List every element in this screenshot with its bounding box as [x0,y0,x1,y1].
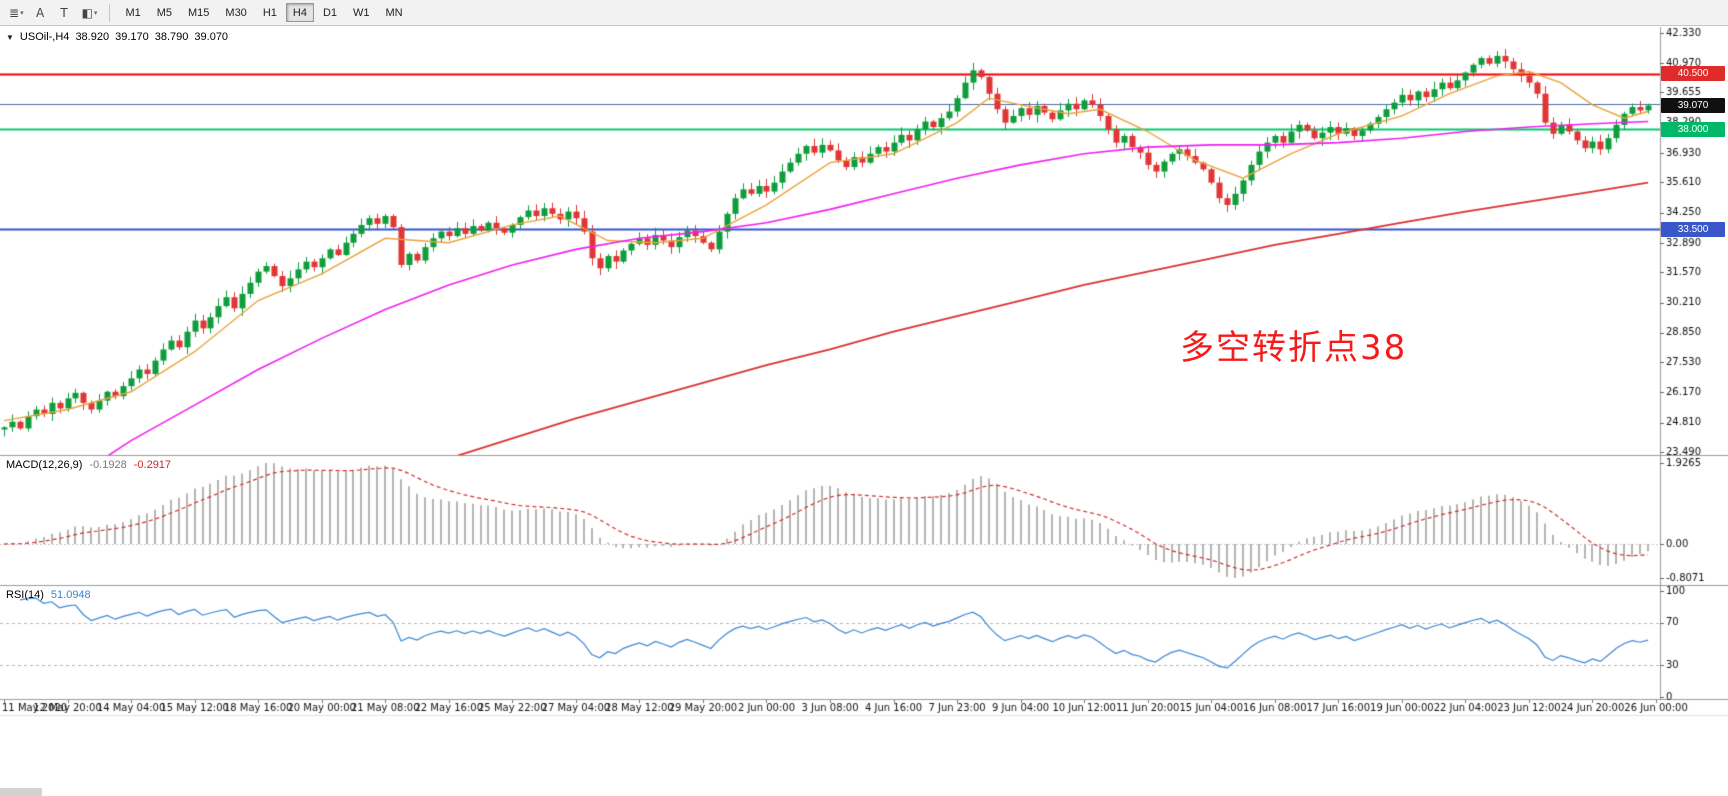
macd-name: MACD(12,26,9) [6,459,83,471]
chart-toolbar: ≣ ▾ A T ◧ ▾ M1 M5 M15 M30 H1 H4 D1 W1 MN [0,0,1728,26]
timeframe-m15-button[interactable]: M15 [181,3,216,22]
text-tool-icon: A [35,5,45,20]
rsi-indicator-label: RSI(14) 51.0948 [6,589,91,601]
caret-down-icon: ▾ [93,8,98,17]
scrollbar-corner[interactable] [0,788,42,796]
shapes-tool-button[interactable]: ◧ ▾ [78,3,102,23]
chart-annotation-text: 多空转折点38 [1180,328,1408,368]
macd-indicator-label: MACD(12,26,9) -0.1928 -0.2917 [6,459,171,471]
open-value: 38.920 [75,31,110,43]
symbol-period-label: USOil-,H4 [19,31,70,43]
toolbar-separator [109,3,111,22]
price-badge-40.500: 40.500 [1661,66,1725,82]
price-badge-39.070: 39.070 [1661,98,1725,113]
low-value: 38.790 [154,31,189,43]
label-tool-button[interactable]: T [54,3,76,23]
high-value: 39.170 [115,31,149,43]
rsi-name: RSI(14) [6,589,44,601]
symbol-dropdown-icon[interactable]: ▼ [6,32,14,42]
timeframe-h1-button[interactable]: H1 [256,3,284,22]
price-badge-38.000: 38.000 [1661,121,1725,137]
label-tool-icon: T [60,5,68,20]
timeframe-h4-button[interactable]: H4 [285,3,314,22]
timeframe-mn-button[interactable]: MN [379,3,410,22]
rsi-value: 51.0948 [50,589,91,601]
symbol-title: ▼ USOil-,H4 38.920 39.170 38.790 39.070 [6,31,228,43]
chart-objects-icon: ≣ [9,5,20,20]
macd-signal-value: -0.2917 [133,459,172,471]
timeframe-m1-button[interactable]: M1 [118,3,147,22]
shapes-tool-icon: ◧ [81,5,93,20]
macd-main-value: -0.1928 [89,459,127,471]
price-badge-33.500: 33.500 [1661,221,1725,237]
timeframe-m5-button[interactable]: M5 [150,3,179,22]
caret-down-icon: ▾ [20,8,24,17]
timeframe-w1-button[interactable]: W1 [346,3,377,22]
timeframe-d1-button[interactable]: D1 [316,3,344,22]
close-value: 39.070 [194,31,229,43]
text-tool-button[interactable]: A [30,3,52,23]
chart-objects-button[interactable]: ≣ ▾ [5,3,28,23]
timeframe-m30-button[interactable]: M30 [218,3,253,22]
